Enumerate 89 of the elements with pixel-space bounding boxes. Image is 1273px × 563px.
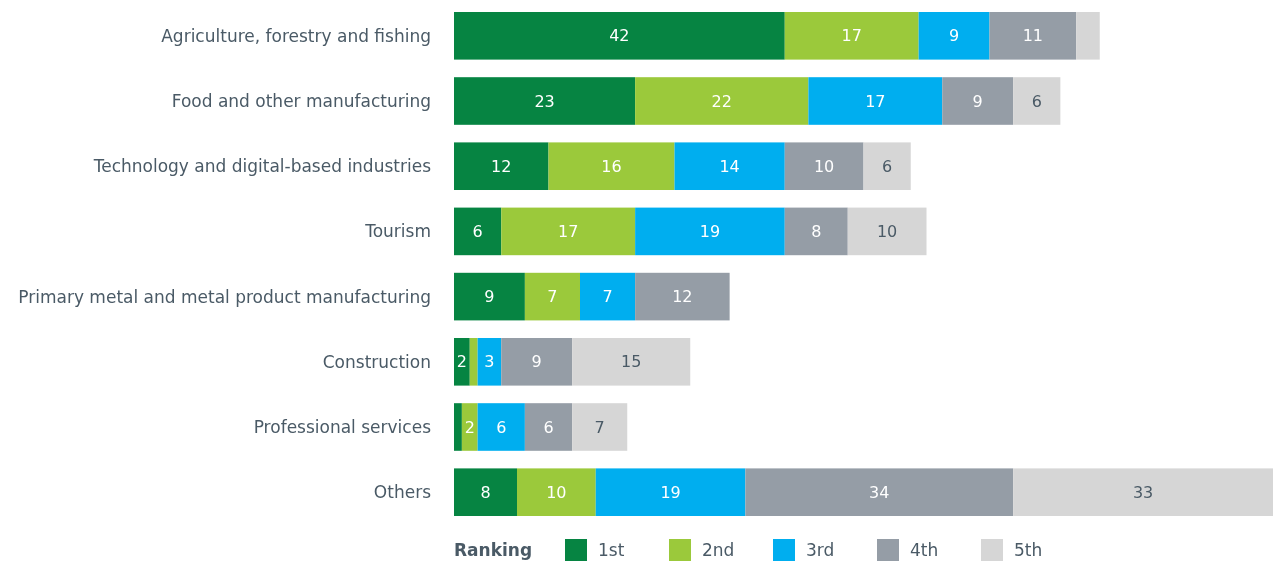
- data-label: 22: [711, 91, 732, 111]
- bar: [635, 77, 809, 125]
- data-label: 7: [602, 287, 613, 307]
- legend-label: 3rd: [806, 539, 835, 560]
- y-tick-label: Construction: [322, 351, 431, 372]
- data-label: 12: [491, 156, 512, 176]
- bar: [477, 403, 525, 451]
- bar: [517, 468, 596, 516]
- legend-label: 4th: [910, 539, 939, 560]
- data-label: 15: [621, 352, 642, 372]
- data-label: 6: [882, 156, 893, 176]
- bar: [942, 77, 1014, 125]
- data-label: 33: [1132, 482, 1154, 502]
- bar: [847, 207, 927, 256]
- y-tick-label: Others: [373, 482, 432, 503]
- bar: [501, 338, 573, 386]
- data-label: 9: [531, 352, 542, 372]
- data-label: 17: [865, 91, 886, 111]
- y-tick-label: Tourism: [364, 221, 431, 242]
- bar: [454, 12, 785, 60]
- data-label: 7: [594, 417, 605, 437]
- data-label: 7: [547, 287, 558, 307]
- bar: [863, 142, 911, 190]
- data-label: 6: [496, 417, 507, 437]
- bar: [454, 338, 470, 386]
- legend-label: 5th: [1014, 539, 1043, 560]
- bar: [454, 403, 462, 451]
- bar: [674, 142, 785, 190]
- bar: [784, 207, 848, 256]
- bar: [580, 272, 636, 321]
- data-label: 6: [472, 222, 483, 241]
- bar: [1076, 12, 1100, 60]
- bar: [548, 142, 675, 190]
- bar: [572, 338, 691, 386]
- data-label: 19: [660, 482, 681, 502]
- data-label: 9: [972, 91, 983, 111]
- data-label: 9: [484, 287, 495, 307]
- bar: [454, 77, 636, 125]
- bar: [784, 12, 919, 60]
- bar: [808, 77, 943, 125]
- data-label: 34: [869, 482, 890, 502]
- legend-label: 2nd: [702, 539, 735, 560]
- data-label: 2: [464, 417, 475, 437]
- data-label: 6: [1031, 91, 1042, 111]
- data-label: 12: [672, 287, 693, 307]
- data-label: 11: [1022, 26, 1043, 46]
- data-label: 17: [558, 222, 579, 241]
- bar: [1013, 77, 1061, 125]
- data-label: 14: [719, 156, 740, 176]
- bar: [454, 468, 517, 516]
- data-label: 6: [543, 417, 554, 437]
- bar: [918, 12, 990, 60]
- bar: [595, 468, 746, 516]
- bar: [1013, 468, 1273, 516]
- data-label: 3: [484, 352, 495, 372]
- data-label: 10: [813, 156, 835, 176]
- data-label: 2: [456, 352, 467, 372]
- data-label: 23: [534, 91, 555, 111]
- bar: [572, 403, 628, 451]
- bar: [469, 338, 478, 386]
- bar: [454, 207, 502, 256]
- bar: [461, 403, 478, 451]
- bar: [454, 142, 549, 190]
- bar: [745, 468, 1014, 516]
- data-label: 9: [948, 26, 960, 46]
- bar: [454, 272, 525, 321]
- data-label: 42: [609, 26, 630, 46]
- bar: [635, 272, 730, 321]
- data-label: 8: [480, 482, 491, 502]
- y-tick-label: Professional services: [253, 416, 432, 437]
- y-tick-label: Agriculture, forestry and fishing: [161, 25, 431, 46]
- legend-label: 1st: [598, 539, 625, 560]
- bar: [524, 272, 580, 321]
- bar: [989, 12, 1077, 60]
- y-tick-label: Primary metal and metal product manufacturing: [18, 286, 431, 307]
- bar: [784, 142, 864, 190]
- data-label: 17: [841, 26, 862, 46]
- data-label: 19: [699, 222, 721, 241]
- bar: [477, 338, 502, 386]
- bar: [524, 403, 573, 451]
- data-label: 8: [811, 222, 822, 241]
- y-tick-label: Technology and digital-based industries: [92, 156, 432, 177]
- data-label: 10: [876, 222, 898, 241]
- legend-title: Ranking: [454, 539, 533, 560]
- y-tick-label: Food and other manufacturing: [171, 90, 431, 111]
- bar: [501, 207, 636, 256]
- bar: [635, 207, 785, 256]
- data-label: 10: [546, 482, 567, 502]
- data-label: 16: [601, 156, 622, 176]
